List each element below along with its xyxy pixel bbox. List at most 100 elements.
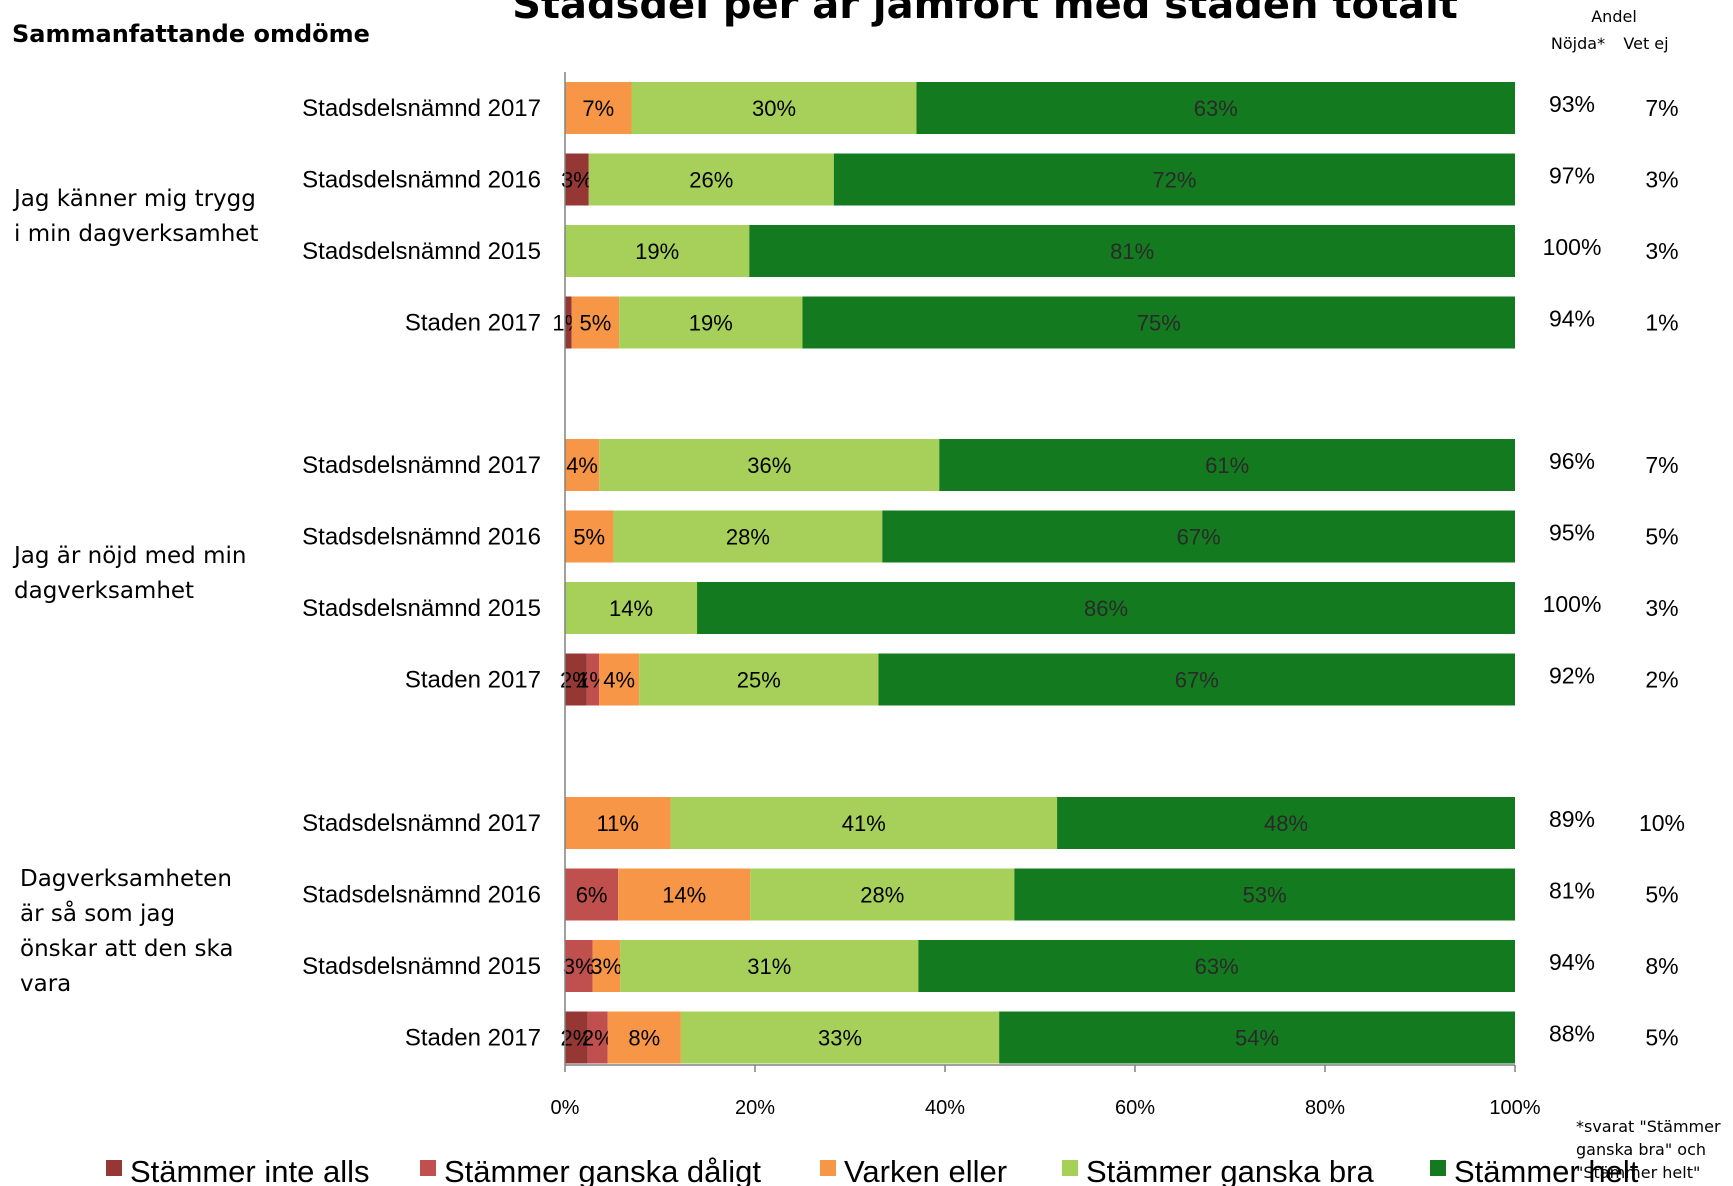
bar-segment [565, 510, 614, 563]
vetej-value: 7% [1645, 95, 1678, 121]
bar-segment [619, 296, 803, 349]
group-label: Dagverksamheten [20, 866, 232, 892]
data-label: 14% [609, 596, 653, 621]
nojda-value: 100% [1543, 234, 1602, 260]
bar-segment [565, 1011, 588, 1064]
legend-swatch [820, 1160, 836, 1176]
chart-subtitle: Sammanfattande omdöme [12, 20, 370, 48]
bar-segment [618, 868, 751, 921]
group-label: är så som jag [20, 899, 175, 927]
nojda-value: 81% [1549, 878, 1595, 904]
nojda-value: 94% [1549, 306, 1595, 332]
chart-title: Stadsdel per år jämfört med staden total… [512, 0, 1458, 28]
footnote: "Stämmer helt" [1576, 1163, 1700, 1182]
data-label: 3% [590, 954, 622, 979]
vetej-value: 5% [1645, 1025, 1678, 1051]
vetej-value: 5% [1645, 524, 1678, 550]
row-label: Staden 2017 [405, 310, 541, 337]
vetej-value: 10% [1639, 810, 1685, 836]
vetej-value: 5% [1645, 882, 1678, 908]
row-label: Staden 2017 [405, 1025, 541, 1052]
bar-segment [592, 940, 621, 992]
bar-segment [750, 868, 1015, 921]
data-label: 54% [1235, 1026, 1279, 1051]
data-label: 8% [628, 1026, 660, 1051]
data-label: 67% [1175, 668, 1219, 693]
bar-segment [639, 653, 879, 706]
x-tick-label: 60% [1115, 1097, 1155, 1119]
group-label: i min dagverksamhet [14, 221, 258, 247]
data-label: 30% [752, 96, 796, 121]
vetej-value: 7% [1645, 452, 1678, 478]
bar-segment [680, 1011, 1000, 1064]
group-label: vara [20, 971, 71, 997]
legend-label: Stämmer helt [1454, 1154, 1639, 1186]
group-label: Jag känner mig trygg [12, 186, 256, 212]
bar-segment [697, 582, 1515, 634]
row-label: Stadsdelsnämnd 2017 [302, 810, 541, 837]
data-label: 75% [1137, 311, 1181, 336]
nojda-value: 96% [1549, 448, 1595, 474]
row-label: Stadsdelsnämnd 2016 [302, 167, 541, 194]
data-label: 61% [1205, 453, 1249, 478]
data-label: 72% [1152, 168, 1196, 193]
data-label: 81% [1110, 239, 1154, 264]
nojda-value: 89% [1549, 806, 1595, 832]
data-label: 2% [561, 1026, 593, 1051]
legend-label: Stämmer ganska dåligt [444, 1154, 761, 1186]
data-label: 14% [662, 883, 706, 908]
bar-segment [565, 797, 671, 849]
nojda-value: 100% [1543, 591, 1602, 617]
data-label: 4% [566, 453, 598, 478]
side-header-top: Andel [1591, 7, 1637, 26]
vetej-value: 3% [1645, 238, 1678, 264]
bar-segment [565, 225, 750, 277]
legend-swatch [106, 1160, 122, 1176]
data-label: 19% [635, 239, 679, 264]
bar-segment [565, 439, 600, 491]
group-label: önskar att den ska [20, 936, 233, 962]
x-tick-label: 20% [735, 1097, 775, 1119]
data-label: 11% [597, 811, 639, 836]
bar-segment [599, 653, 640, 706]
data-label: 63% [1195, 954, 1239, 979]
data-label: 6% [576, 883, 608, 908]
vetej-value: 3% [1645, 595, 1678, 621]
legend-label: Varken eller [844, 1154, 1007, 1186]
vetej-value: 3% [1645, 167, 1678, 193]
data-label: 3% [563, 954, 595, 979]
row-label: Stadsdelsnämnd 2015 [302, 953, 541, 980]
data-label: 5% [573, 525, 605, 550]
data-label: 5% [580, 311, 612, 336]
data-label: 63% [1194, 96, 1238, 121]
footnote: *svarat "Stämmer [1576, 1117, 1721, 1136]
bar-segment [878, 653, 1515, 706]
x-tick-label: 0% [551, 1097, 580, 1119]
data-label: 28% [860, 883, 904, 908]
bar-segment [565, 82, 632, 134]
legend-swatch [1062, 1160, 1078, 1176]
bar-segment [613, 510, 883, 563]
data-label: 67% [1177, 525, 1221, 550]
data-label: 33% [818, 1026, 862, 1051]
bar-segment [918, 940, 1515, 992]
row-label: Staden 2017 [405, 667, 541, 694]
bar-segment [670, 797, 1058, 849]
row-label: Stadsdelsnämnd 2016 [302, 524, 541, 551]
data-label: 3% [561, 168, 593, 193]
legend-label: Stämmer ganska bra [1086, 1154, 1374, 1186]
nojda-value: 94% [1549, 949, 1595, 975]
data-label: 36% [747, 453, 791, 478]
bar-segment [939, 439, 1515, 491]
bar-segment [565, 940, 593, 992]
data-label: 41% [842, 811, 886, 836]
bar-segment [588, 153, 834, 206]
data-label: 53% [1243, 883, 1287, 908]
bar-segment [631, 82, 917, 134]
legend-swatch [1430, 1160, 1446, 1176]
data-label: 7% [582, 96, 614, 121]
bar-segment [833, 153, 1515, 206]
bar-segment [565, 653, 587, 706]
row-label: Stadsdelsnämnd 2015 [302, 595, 541, 622]
nojda-value: 97% [1549, 163, 1595, 189]
